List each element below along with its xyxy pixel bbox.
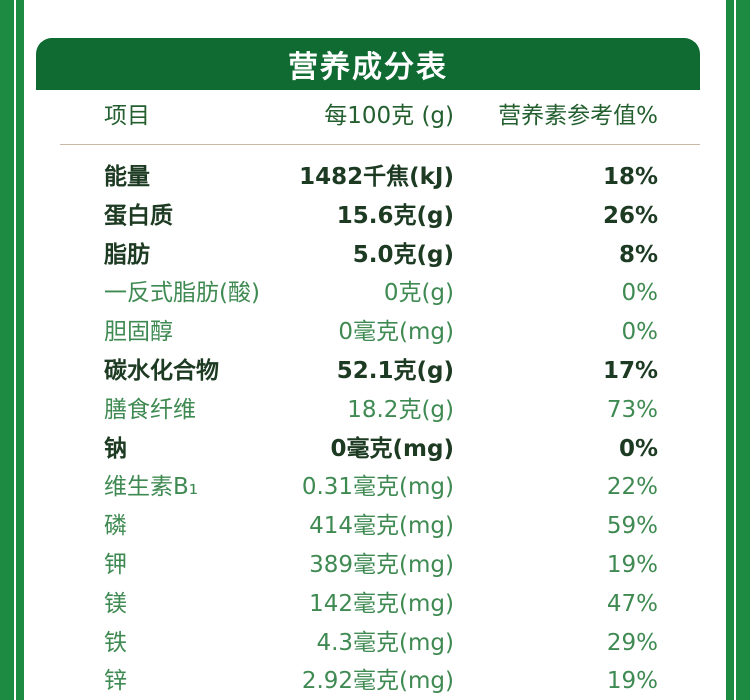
frame-border-left — [14, 0, 16, 700]
nutrient-amount: 0毫克(mg) — [330, 435, 454, 462]
frame-border-right — [734, 0, 736, 700]
nutrient-nrv: 17% — [602, 358, 658, 384]
nutrient-amount: 18.2克(g) — [347, 396, 454, 423]
nutrient-amount: 0.31毫克(mg) — [301, 474, 454, 501]
table-row: 碳水化合物 52.1克(g) 17% — [36, 352, 700, 390]
nutrient-nrv: 29% — [606, 629, 658, 656]
nutrient-nrv: 19% — [606, 668, 658, 695]
nutrient-name: 一反式脂肪(酸) — [104, 280, 260, 307]
nutrient-amount: 0毫克(mg) — [338, 319, 454, 346]
nutrient-nrv: 0% — [621, 280, 659, 307]
nutrient-nrv: 19% — [606, 552, 658, 578]
nutrient-amount: 52.1克(g) — [336, 358, 454, 384]
header-item: 项目 — [104, 103, 150, 129]
table-row: 钠 0毫克(mg) 0% — [36, 430, 700, 468]
nutrient-name: 脂肪 — [104, 241, 150, 268]
nutrient-name: 锌 — [104, 668, 127, 695]
nutrient-nrv: 26% — [602, 202, 658, 229]
title-bar: 营养成分表 — [36, 38, 700, 90]
table-row: 镁 142毫克(mg) 47% — [36, 585, 700, 623]
header-per100: 每100克 (g) — [324, 103, 454, 129]
nutrient-name: 磷 — [104, 513, 127, 540]
nutrient-name: 铁 — [104, 629, 127, 656]
table-row: 能量 1482千焦(kJ) 18% — [36, 158, 700, 196]
table-row: 胆固醇 0毫克(mg) 0% — [36, 313, 700, 351]
header-nrv: 营养素参考值% — [498, 103, 658, 129]
table-row: 锌 2.92毫克(mg) 19% — [36, 662, 700, 700]
nutrient-nrv: 8% — [618, 241, 658, 268]
nutrient-amount: 142毫克(mg) — [309, 590, 454, 617]
nutrient-name: 蛋白质 — [104, 202, 173, 229]
table-row: 钾 389毫克(mg) 19% — [36, 546, 700, 584]
nutrient-amount: 2.92毫克(mg) — [301, 668, 454, 695]
nutrient-amount: 1482千焦(kJ) — [299, 164, 454, 190]
nutrient-amount: 414毫克(mg) — [309, 513, 454, 540]
table-header: 项目 每100克 (g) 营养素参考值% — [36, 97, 700, 135]
table-row: 蛋白质 15.6克(g) 26% — [36, 197, 700, 235]
nutrient-name: 胆固醇 — [104, 319, 173, 346]
nutrient-name: 能量 — [104, 164, 150, 190]
nutrient-nrv: 0% — [621, 319, 659, 346]
table-row: 维生素B₁ 0.31毫克(mg) 22% — [36, 468, 700, 506]
nutrient-nrv: 22% — [606, 474, 658, 501]
table-row: 磷 414毫克(mg) 59% — [36, 507, 700, 545]
nutrient-amount: 4.3毫克(mg) — [316, 629, 454, 656]
nutrient-name: 钠 — [104, 435, 127, 462]
nutrient-nrv: 0% — [618, 435, 658, 462]
nutrient-name: 镁 — [104, 590, 127, 617]
table-row: 膳食纤维 18.2克(g) 73% — [36, 391, 700, 429]
nutrition-panel — [24, 0, 726, 700]
nutrient-amount: 15.6克(g) — [336, 202, 454, 229]
nutrient-nrv: 18% — [602, 164, 658, 190]
table-row: 一反式脂肪(酸) 0克(g) 0% — [36, 274, 700, 312]
header-divider — [60, 144, 700, 145]
nutrient-name: 碳水化合物 — [104, 358, 219, 384]
nutrient-amount: 5.0克(g) — [352, 241, 454, 268]
nutrient-amount: 0克(g) — [383, 280, 454, 307]
nutrient-amount: 389毫克(mg) — [309, 552, 454, 578]
nutrient-name: 维生素B₁ — [104, 474, 198, 501]
nutrient-name: 膳食纤维 — [104, 396, 196, 423]
table-row: 脂肪 5.0克(g) 8% — [36, 236, 700, 274]
nutrient-name: 钾 — [104, 552, 127, 578]
table-row: 铁 4.3毫克(mg) 29% — [36, 624, 700, 662]
nutrient-nrv: 47% — [606, 590, 658, 617]
table-title: 营养成分表 — [288, 50, 448, 85]
nutrient-nrv: 73% — [606, 396, 658, 423]
nutrient-nrv: 59% — [606, 513, 658, 540]
